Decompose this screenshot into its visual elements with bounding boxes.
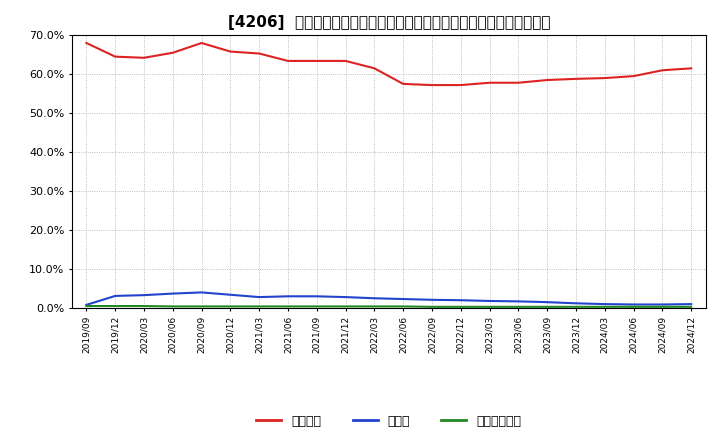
Legend: 自己資本, のれん, 繰延税金資産: 自己資本, のれん, 繰延税金資産 [251,410,526,433]
Title: [4206]  自己資本、のれん、繰延税金資産の総資産に対する比率の推移: [4206] 自己資本、のれん、繰延税金資産の総資産に対する比率の推移 [228,15,550,30]
